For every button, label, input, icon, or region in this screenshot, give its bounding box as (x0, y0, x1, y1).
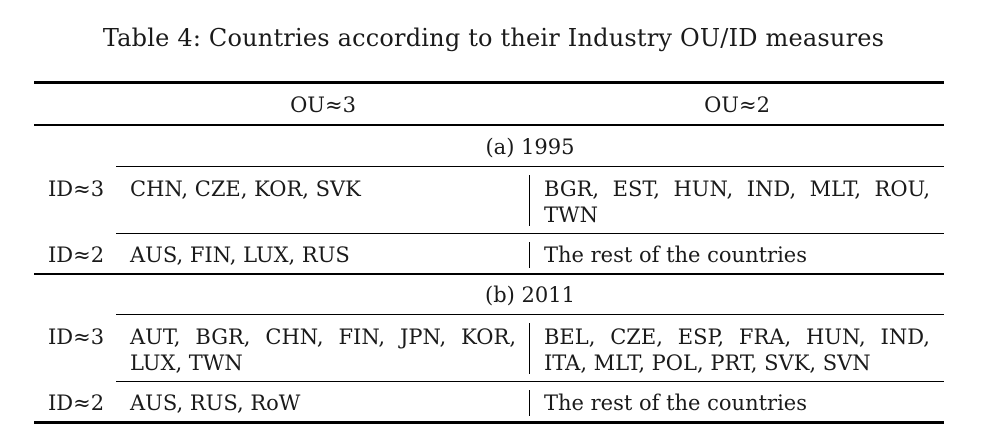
table-cell: AUT, BGR, CHN, FIN, JPN, KOR, (130, 325, 516, 349)
table-cell: The rest of the countries (544, 243, 808, 267)
row-label: ID≈2 (48, 243, 105, 267)
table-cell: The rest of the countries (544, 391, 808, 415)
vline-b1 (529, 323, 530, 374)
panel-title: (b) 2011 (485, 283, 575, 307)
panel-a-row-rule (116, 233, 944, 234)
column-header-ou2: OU≈2 (704, 93, 770, 117)
table-cell: ITA, MLT, POL, PRT, SVK, SVN (544, 351, 871, 375)
vline-a1 (529, 175, 530, 226)
table-cell: AUS, RUS, RoW (130, 391, 301, 415)
vline-a2 (529, 242, 530, 268)
table-caption: Table 4: Countries according to their In… (102, 24, 885, 52)
top-rule (34, 81, 944, 84)
table-cell: BEL, CZE, ESP, FRA, HUN, IND, (544, 325, 930, 349)
row-label: ID≈2 (48, 391, 105, 415)
row-label: ID≈3 (48, 177, 105, 201)
panel-a-title-rule (116, 166, 944, 167)
panel-b-row-rule (116, 381, 944, 382)
table-cell: CHN, CZE, KOR, SVK (130, 177, 361, 201)
table-cell: LUX, TWN (130, 351, 243, 375)
table-cell: AUS, FIN, LUX, RUS (130, 243, 350, 267)
bottom-rule (34, 421, 944, 424)
panel-separator-rule (34, 273, 944, 275)
panel-b-title-rule (116, 314, 944, 315)
table-cell: BGR, EST, HUN, IND, MLT, ROU, (544, 177, 930, 201)
table-cell: TWN (544, 203, 598, 227)
header-rule (34, 124, 944, 126)
vline-b2 (529, 390, 530, 416)
panel-title: (a) 1995 (485, 135, 575, 159)
column-header-ou3: OU≈3 (290, 93, 356, 117)
row-label: ID≈3 (48, 325, 105, 349)
